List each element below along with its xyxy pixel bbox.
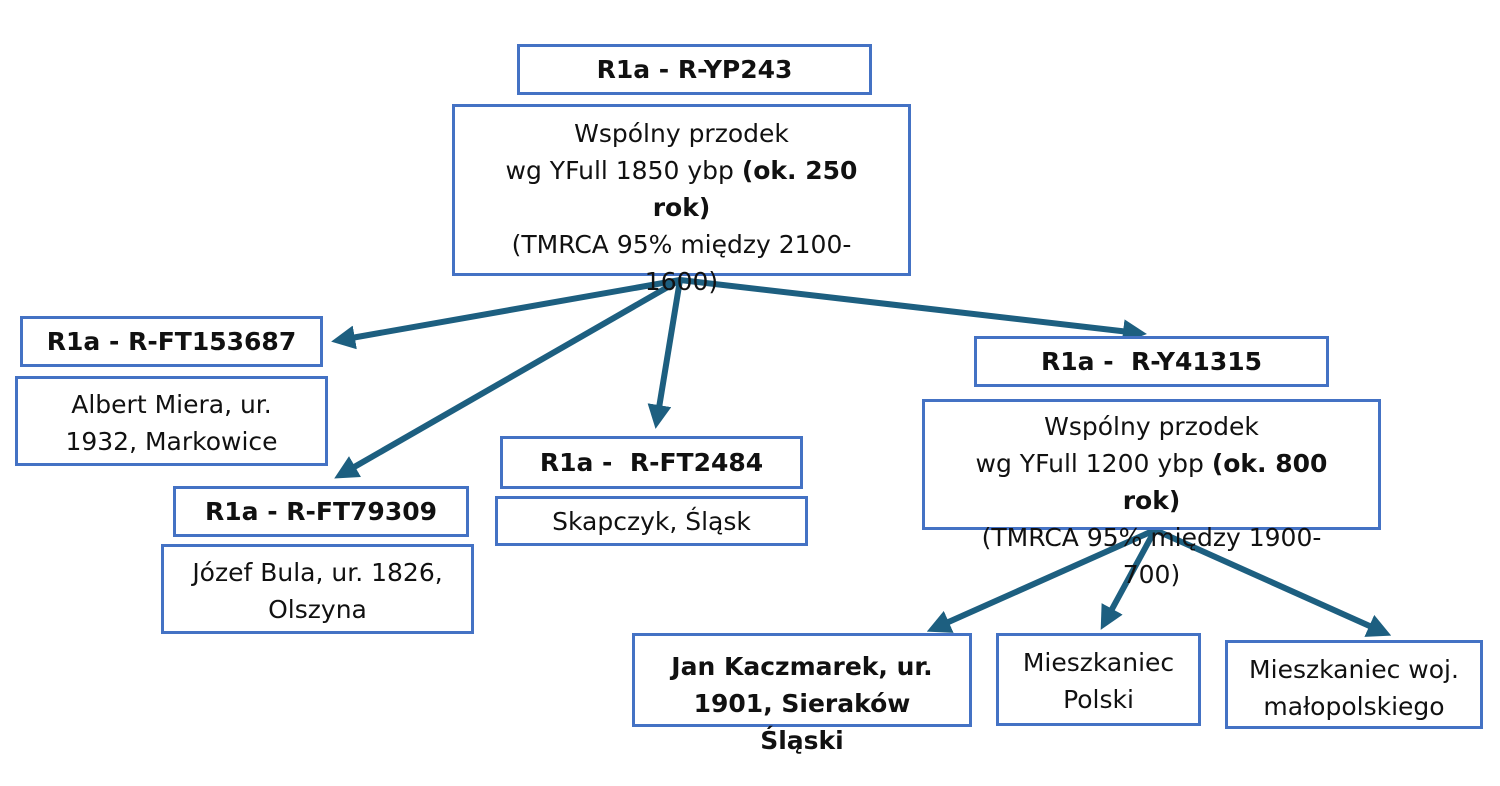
- y41315-line2: wg YFull 1200 ybp: [975, 449, 1212, 478]
- root-line1: Wspólny przodek: [574, 119, 789, 148]
- root-tmrca: (TMRCA 95% między 2100-1600): [511, 230, 852, 296]
- root-line2: wg YFull 1850 ybp: [505, 156, 742, 185]
- ft153687-label: R1a - R-FT153687: [46, 327, 297, 356]
- root-header: R1a - R-YP243: [517, 44, 872, 95]
- ft2484-description: Skapczyk, Śląsk: [495, 496, 808, 546]
- ft79309-label: R1a - R-FT79309: [204, 497, 438, 526]
- ft2484-desc-text: Skapczyk, Śląsk: [552, 506, 751, 536]
- ft2484-label: R1a - R-FT2484: [539, 448, 764, 477]
- ft79309-desc-text: Józef Bula, ur. 1826, Olszyna: [192, 558, 443, 624]
- y41315-tmrca: (TMRCA 95% między 1900-700): [981, 523, 1322, 589]
- leaf-kaczmarek-text: Jan Kaczmarek, ur. 1901, Sieraków Śląski: [671, 652, 933, 755]
- ft153687-desc-text: Albert Miera, ur. 1932, Markowice: [65, 390, 278, 456]
- leaf-malopolskie: Mieszkaniec woj. małopolskiego: [1225, 640, 1483, 729]
- leaf-polski-text: Mieszkaniec Polski: [1022, 648, 1175, 714]
- ft153687-header: R1a - R-FT153687: [20, 316, 323, 367]
- ft2484-header: R1a - R-FT2484: [500, 436, 803, 489]
- arrow-to-ft2484: [647, 279, 683, 429]
- y41315-header: R1a - R-Y41315: [974, 336, 1329, 387]
- y41315-label: R1a - R-Y41315: [1040, 347, 1263, 376]
- root-header-label: R1a - R-YP243: [596, 55, 793, 84]
- y41315-line1: Wspólny przodek: [1044, 412, 1259, 441]
- root-description: Wspólny przodek wg YFull 1850 ybp (ok. 2…: [452, 104, 911, 296]
- ft79309-description: Józef Bula, ur. 1826, Olszyna: [161, 544, 474, 634]
- y41315-description: Wspólny przodek wg YFull 1200 ybp (ok. 8…: [922, 399, 1381, 589]
- root-date: (ok. 250 rok): [652, 156, 858, 222]
- leaf-malopolskie-text: Mieszkaniec woj. małopolskiego: [1249, 655, 1459, 721]
- leaf-polski: Mieszkaniec Polski: [996, 633, 1201, 726]
- ft79309-header: R1a - R-FT79309: [173, 486, 469, 537]
- leaf-kaczmarek: Jan Kaczmarek, ur. 1901, Sieraków Śląski: [632, 633, 972, 755]
- y41315-date: (ok. 800 rok): [1122, 449, 1328, 515]
- ft153687-description: Albert Miera, ur. 1932, Markowice: [15, 376, 328, 466]
